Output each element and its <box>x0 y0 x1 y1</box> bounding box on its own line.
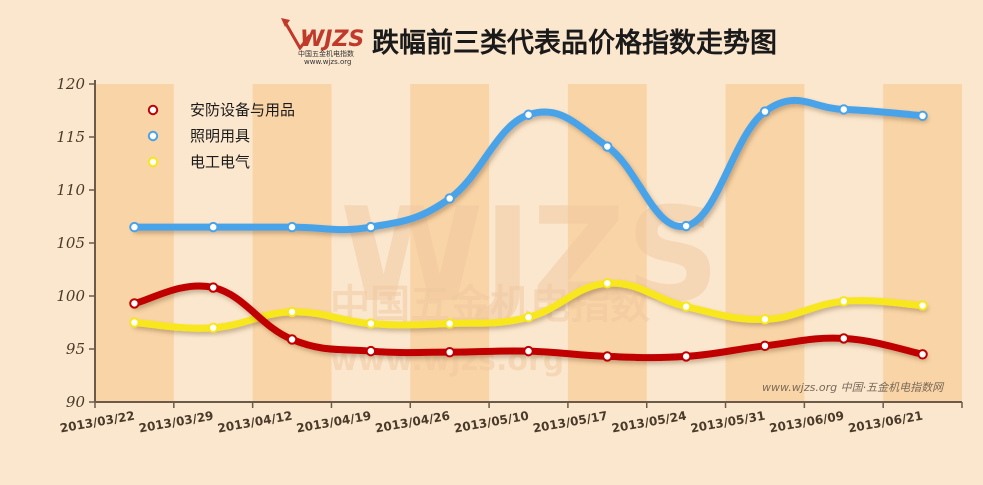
logo-url: www.wjzs.org <box>304 58 351 66</box>
data-point <box>523 109 534 120</box>
data-point <box>523 345 534 357</box>
x-tick-label: 2013/03/29 <box>138 409 215 436</box>
y-axis-ticks: 90 95 100 105 110 115 120 <box>56 75 95 411</box>
y-tick-label: 105 <box>56 234 85 252</box>
data-point <box>680 301 692 312</box>
data-point <box>365 318 377 329</box>
x-tick-label: 2013/05/17 <box>532 409 609 436</box>
data-point <box>838 296 849 307</box>
plot-stripe <box>95 84 174 402</box>
legend-label: 电工电气 <box>190 153 250 171</box>
data-point <box>917 110 928 122</box>
logo-arrowhead-icon <box>281 18 290 27</box>
data-point <box>602 141 613 152</box>
series-1 <box>129 96 928 234</box>
y-tick-label: 90 <box>66 393 86 411</box>
data-point <box>602 351 613 362</box>
legend-label: 安防设备与用品 <box>190 101 295 119</box>
plot-stripe <box>725 84 805 402</box>
data-point <box>680 220 692 232</box>
logo-arrow-icon <box>283 21 312 51</box>
x-tick-label: 2013/03/22 <box>59 409 136 436</box>
footer-credit: www.wjzs.org 中国·五金机电指数网 <box>762 381 945 394</box>
chart-title: 跌幅前三类代表品价格指数走势图 <box>372 27 777 59</box>
legend-marker <box>147 156 159 168</box>
data-point <box>759 314 771 325</box>
x-tick-label: 2013/04/12 <box>217 409 294 436</box>
data-point <box>759 106 771 117</box>
series-group <box>129 96 928 362</box>
y-tick-label: 110 <box>56 181 85 199</box>
data-point <box>286 306 298 318</box>
data-point <box>208 322 219 333</box>
data-point <box>129 221 140 233</box>
legend-marker <box>147 104 159 116</box>
x-tick-label: 2013/04/26 <box>374 409 451 436</box>
logo: WJZS 中国五金机电指数 www.wjzs.org <box>281 18 364 66</box>
y-tick-label: 100 <box>56 287 85 305</box>
x-tick-label: 2013/06/09 <box>768 409 845 436</box>
data-point <box>838 333 849 344</box>
watermark-brand: WJZS <box>340 179 720 331</box>
data-point <box>680 351 692 362</box>
logo-text: WJZS <box>300 27 364 52</box>
data-point <box>208 221 219 233</box>
data-point <box>365 221 377 233</box>
legend-label: 照明用具 <box>190 127 250 145</box>
data-point <box>286 334 298 345</box>
x-tick-label: 2013/05/10 <box>453 409 530 436</box>
data-point <box>917 349 928 360</box>
data-point <box>129 298 140 309</box>
x-tick-label: 2013/06/21 <box>847 409 924 436</box>
logo-subtitle: 中国五金机电指数 <box>298 49 354 58</box>
series-0 <box>129 282 928 362</box>
data-point <box>602 278 613 289</box>
plot-stripe <box>252 84 332 402</box>
data-point <box>129 317 140 328</box>
data-point <box>917 300 928 311</box>
data-point <box>759 340 771 352</box>
data-point <box>444 193 455 204</box>
data-point <box>444 318 455 329</box>
series-2 <box>129 278 928 333</box>
data-point <box>838 104 849 115</box>
data-point <box>523 312 534 323</box>
y-tick-label: 115 <box>56 128 85 146</box>
data-point <box>208 282 219 293</box>
plot-stripe <box>567 84 647 402</box>
x-axis-ticks: 2013/03/22 2013/03/29 2013/04/12 2013/04/19… <box>59 402 963 436</box>
x-tick-label: 2013/04/19 <box>295 409 372 436</box>
x-tick-label: 2013/05/24 <box>611 409 688 436</box>
legend-marker <box>147 130 159 142</box>
data-point <box>444 346 455 358</box>
y-tick-label: 120 <box>56 75 85 93</box>
data-point <box>365 345 377 357</box>
y-tick-label: 95 <box>66 340 85 358</box>
data-point <box>286 221 298 233</box>
x-tick-label: 2013/05/31 <box>689 409 766 436</box>
